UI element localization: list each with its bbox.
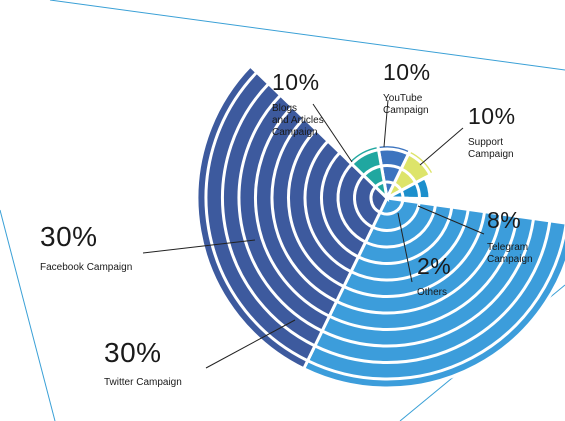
leader-line-facebook [142,239,256,254]
slice-label-twitter: Twitter Campaign [104,377,182,388]
decor-line-top [49,0,565,71]
slice-percent-facebook: 30% [40,221,98,252]
ring-telegram-1 [414,182,421,199]
ring-twitter-10 [306,222,565,381]
ring-dividers [204,71,565,381]
ring-twitter-0 [379,199,405,216]
slice-percent-telegram: 8% [487,207,522,233]
leader-line-others [397,212,413,283]
ring-twitter-1 [372,202,421,232]
ring-facebook-3 [320,151,359,259]
ring-facebook-0 [369,185,381,214]
ring-twitter-4 [350,209,470,282]
ring-twitter-8 [321,218,536,348]
ring-twitter-7 [328,216,519,331]
ring-support-0 [393,182,403,192]
ring-twitter-9 [314,220,552,364]
ring-youtube-0 [383,180,395,186]
ring-blogs-1 [362,164,382,177]
leader-line-youtube [383,99,389,148]
slice-percent-support: 10% [468,103,516,129]
ring-support-2 [407,152,432,176]
slice-percent-blogs: 10% [272,69,320,95]
ring-youtube-1 [381,164,402,171]
ring-facebook-4 [303,139,352,274]
slice-facebook [195,63,389,371]
ring-facebook-9 [221,82,316,348]
ring-twitter-3 [357,206,454,265]
slice-label-support: Support Campaign [468,137,514,160]
ring-facebook-10 [204,71,309,363]
ring-facebook-1 [353,174,374,229]
ring-support-1 [400,167,418,184]
ring-facebook-8 [237,94,323,333]
ring-blogs-0 [374,180,385,189]
slice-percent-youtube: 10% [383,59,431,85]
leader-line-twitter [205,319,296,369]
ring-twitter-2 [364,204,438,249]
decor-line-left [0,209,56,421]
ring-facebook-6 [270,117,338,303]
ring-youtube-2 [378,147,410,156]
leader-lines [142,99,485,369]
slice-label-facebook: Facebook Campaign [40,262,133,273]
leader-line-blogs [312,103,353,163]
slice-label-youtube: YouTube Campaign [383,93,429,116]
ring-facebook-5 [287,128,345,288]
slice-label-blogs: Blogs and Articles Campaign [272,103,324,138]
ring-twitter-5 [343,211,487,298]
slice-percent-others: 2% [417,253,452,279]
leader-line-telegram [417,205,485,235]
slice-label-others: Others [417,287,448,298]
leader-line-support [419,127,464,166]
slice-percent-twitter: 30% [104,337,162,368]
ring-blogs-2 [350,148,379,166]
ring-facebook-7 [254,105,331,318]
ring-facebook-2 [336,162,367,244]
slice-label-telegram: Telegram Campaign [487,242,533,265]
ring-twitter-6 [335,213,503,315]
ring-telegram-0 [399,189,405,199]
